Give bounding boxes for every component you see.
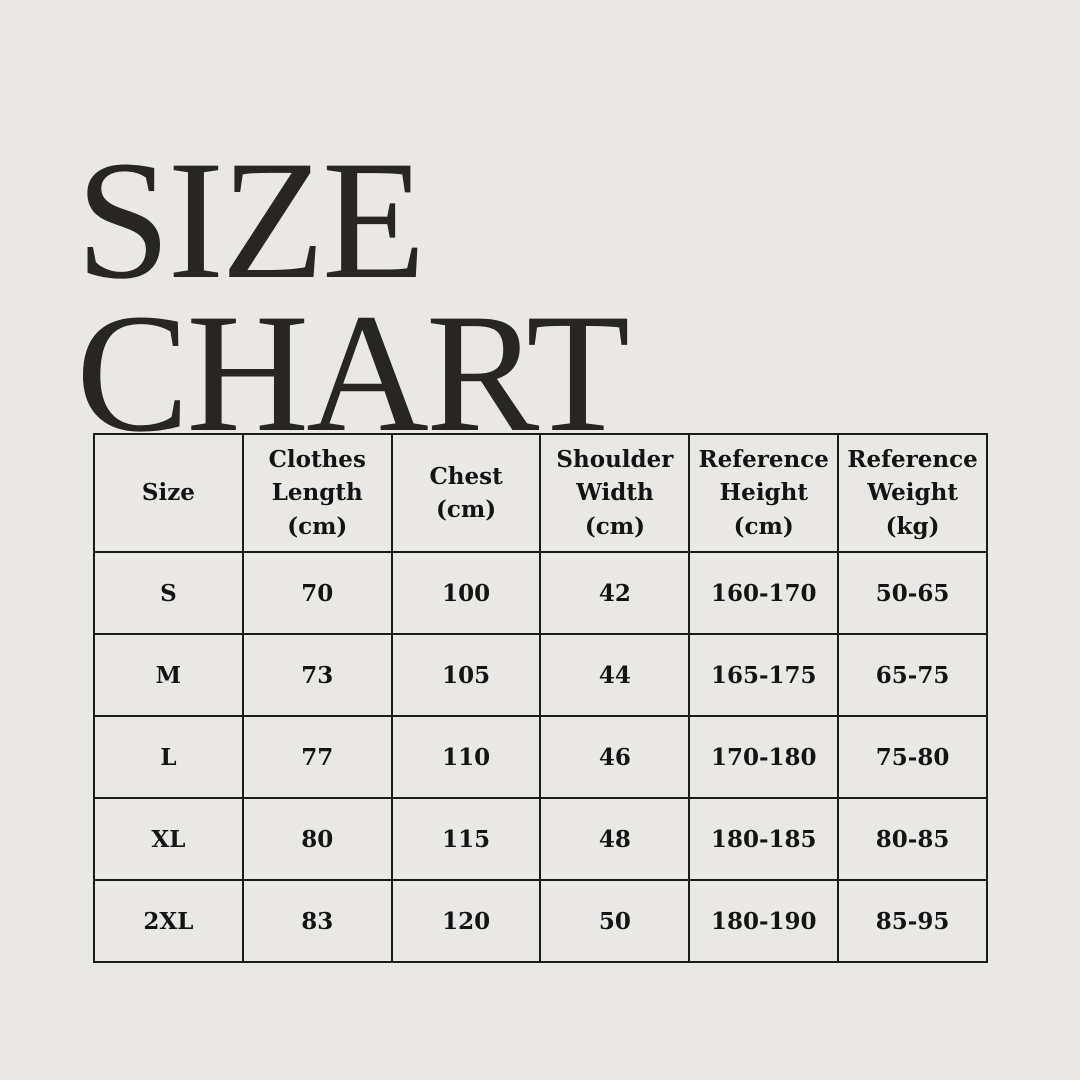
value-cell: 77: [241, 715, 393, 799]
value-cell: 80: [241, 797, 393, 881]
page-title-line2: CHART: [76, 278, 630, 467]
value-cell: 100: [390, 551, 542, 635]
value-cell: 85-95: [837, 879, 988, 963]
value-cell: 160-170: [688, 551, 840, 635]
table-row: S 70 100 42 160-170 50-65: [93, 551, 988, 635]
value-cell: 80-85: [837, 797, 988, 881]
column-header-reference-weight: Reference Weight (kg): [837, 433, 988, 553]
value-cell: 73: [241, 633, 393, 717]
page-title: SIZE CHART: [76, 125, 630, 467]
table-header: Size Clothes Length (cm) Chest (cm) Shou…: [93, 433, 988, 553]
column-header-clothes-length: Clothes Length (cm): [241, 433, 393, 553]
column-header-size: Size: [93, 433, 244, 553]
size-chart-table: Size Clothes Length (cm) Chest (cm) Shou…: [93, 433, 988, 963]
column-header-reference-height: Reference Height (cm): [688, 433, 840, 553]
size-cell: L: [93, 715, 244, 799]
value-cell: 44: [539, 633, 691, 717]
page-title-line1: SIZE: [76, 125, 426, 314]
size-cell: 2XL: [93, 879, 244, 963]
value-cell: 105: [390, 633, 542, 717]
table-row: XL 80 115 48 180-185 80-85: [93, 797, 988, 881]
value-cell: 83: [241, 879, 393, 963]
value-cell: 70: [241, 551, 393, 635]
value-cell: 180-185: [688, 797, 840, 881]
value-cell: 115: [390, 797, 542, 881]
value-cell: 75-80: [837, 715, 988, 799]
table-body: S 70 100 42 160-170 50-65 M 73 105 44 165-175 65-75…: [93, 551, 988, 963]
value-cell: 42: [539, 551, 691, 635]
table-row: 2XL 83 120 50 180-190 85-95: [93, 879, 988, 963]
value-cell: 165-175: [688, 633, 840, 717]
table-header-row: Size Clothes Length (cm) Chest (cm) Shou…: [93, 433, 988, 553]
value-cell: 180-190: [688, 879, 840, 963]
value-cell: 65-75: [837, 633, 988, 717]
value-cell: 120: [390, 879, 542, 963]
size-cell: M: [93, 633, 244, 717]
size-cell: S: [93, 551, 244, 635]
value-cell: 110: [390, 715, 542, 799]
size-cell: XL: [93, 797, 244, 881]
value-cell: 50-65: [837, 551, 988, 635]
column-header-chest: Chest (cm): [390, 433, 542, 553]
value-cell: 50: [539, 879, 691, 963]
value-cell: 170-180: [688, 715, 840, 799]
value-cell: 48: [539, 797, 691, 881]
column-header-shoulder-width: Shoulder Width (cm): [539, 433, 691, 553]
table-row: L 77 110 46 170-180 75-80: [93, 715, 988, 799]
table-row: M 73 105 44 165-175 65-75: [93, 633, 988, 717]
value-cell: 46: [539, 715, 691, 799]
